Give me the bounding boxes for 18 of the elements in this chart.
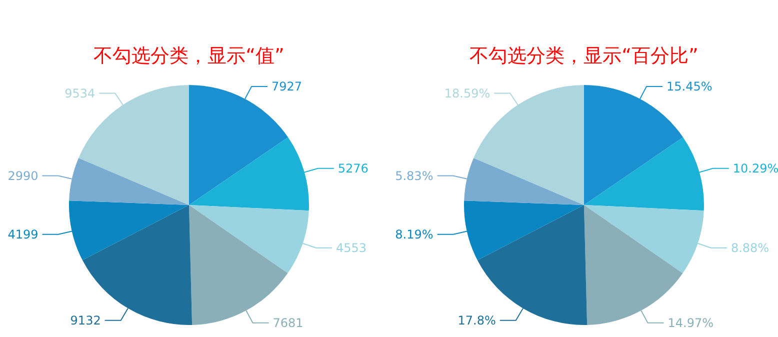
data-label: 5.83% bbox=[395, 169, 434, 184]
chart-title: 不勾选分类，显示“百分比” bbox=[470, 45, 698, 67]
data-label: 5276 bbox=[338, 162, 368, 176]
data-label: 2990 bbox=[8, 168, 38, 183]
data-label: 15.45% bbox=[666, 80, 712, 94]
data-label: 7927 bbox=[272, 80, 302, 94]
data-label: 7681 bbox=[272, 316, 304, 330]
data-label: 4553 bbox=[336, 241, 367, 256]
data-label: 8.19% bbox=[395, 228, 434, 242]
data-label: 9534 bbox=[64, 86, 96, 100]
data-label: 18.59% bbox=[444, 86, 490, 100]
data-label: 9132 bbox=[70, 314, 101, 328]
data-label: 17.8% bbox=[458, 314, 496, 328]
chart-title: 不勾选分类，显示“值” bbox=[94, 45, 284, 67]
data-label: 14.97% bbox=[668, 316, 714, 330]
data-label: 8.88% bbox=[730, 241, 770, 256]
data-label: 4199 bbox=[8, 228, 38, 242]
data-label: 10.29% bbox=[732, 162, 778, 176]
